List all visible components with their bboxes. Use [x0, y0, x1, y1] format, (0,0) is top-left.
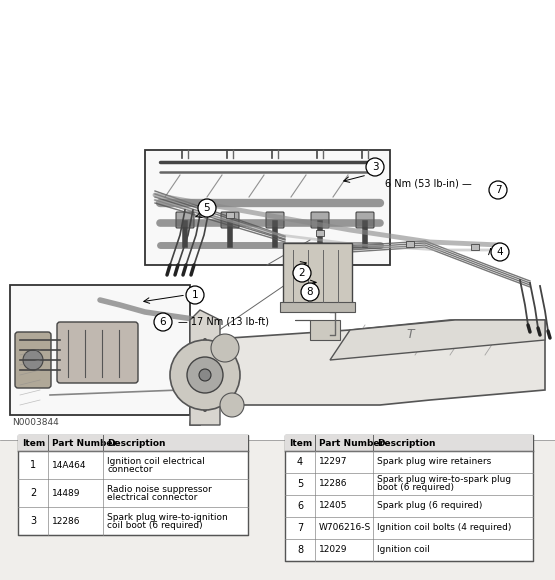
Text: 1: 1	[30, 460, 36, 470]
Text: Spark plug wire-to-spark plug: Spark plug wire-to-spark plug	[377, 476, 511, 484]
Bar	[145, 150, 390, 265]
Text: 6: 6	[297, 501, 303, 511]
Text: Item: Item	[289, 438, 312, 448]
Bar	[18, 435, 248, 535]
Bar	[18, 435, 248, 451]
Text: 12286: 12286	[52, 517, 80, 525]
Bar	[10, 285, 190, 415]
Text: 8: 8	[297, 545, 303, 555]
Text: 12297: 12297	[319, 458, 347, 466]
Text: 6: 6	[160, 317, 166, 327]
Text: N0003844: N0003844	[12, 418, 59, 427]
Text: 3: 3	[30, 516, 36, 526]
Text: 14489: 14489	[52, 488, 80, 498]
Bar	[280, 302, 355, 312]
Circle shape	[491, 243, 509, 261]
Circle shape	[198, 199, 216, 217]
Text: 7: 7	[297, 523, 303, 533]
Text: T: T	[406, 328, 414, 340]
Bar	[316, 230, 324, 236]
Text: Ignition coil electrical: Ignition coil electrical	[107, 456, 205, 466]
Circle shape	[154, 313, 172, 331]
Bar	[285, 435, 533, 451]
FancyBboxPatch shape	[176, 212, 194, 228]
Text: 2: 2	[299, 268, 305, 278]
FancyBboxPatch shape	[283, 243, 352, 307]
Bar	[471, 244, 479, 250]
Polygon shape	[190, 320, 545, 425]
Text: 4: 4	[497, 247, 503, 257]
Text: coil boot (6 required): coil boot (6 required)	[107, 520, 203, 530]
Bar	[406, 241, 414, 247]
FancyBboxPatch shape	[266, 212, 284, 228]
Text: 1: 1	[191, 290, 198, 300]
Text: — 17 Nm (13 lb-ft): — 17 Nm (13 lb-ft)	[178, 317, 269, 327]
Text: Spark plug wire retainers: Spark plug wire retainers	[377, 458, 491, 466]
Text: 2: 2	[30, 488, 36, 498]
FancyBboxPatch shape	[15, 332, 51, 388]
Text: Ignition coil: Ignition coil	[377, 546, 430, 554]
Text: 12286: 12286	[319, 480, 347, 488]
Text: 5: 5	[204, 203, 210, 213]
Text: Description: Description	[107, 438, 165, 448]
Circle shape	[186, 286, 204, 304]
Circle shape	[187, 357, 223, 393]
FancyBboxPatch shape	[311, 212, 329, 228]
Circle shape	[293, 264, 311, 282]
Circle shape	[199, 369, 211, 381]
Text: connector: connector	[107, 465, 153, 473]
Circle shape	[366, 158, 384, 176]
Bar	[0, 440, 555, 580]
Text: 14A464: 14A464	[52, 461, 87, 469]
Text: 12029: 12029	[319, 546, 347, 554]
Text: Item: Item	[22, 438, 46, 448]
Polygon shape	[295, 320, 340, 340]
FancyBboxPatch shape	[356, 212, 374, 228]
Text: Spark plug (6 required): Spark plug (6 required)	[377, 502, 482, 510]
Circle shape	[211, 334, 239, 362]
Polygon shape	[190, 310, 220, 425]
Circle shape	[23, 350, 43, 370]
Circle shape	[220, 393, 244, 417]
Text: Ignition coil bolts (4 required): Ignition coil bolts (4 required)	[377, 524, 511, 532]
Circle shape	[489, 181, 507, 199]
Text: 7: 7	[495, 185, 501, 195]
Text: 8: 8	[307, 287, 314, 297]
Text: Radio noise suppressor: Radio noise suppressor	[107, 484, 212, 494]
Circle shape	[301, 283, 319, 301]
Bar	[0, 0, 555, 440]
FancyBboxPatch shape	[57, 322, 138, 383]
Text: Spark plug wire-to-ignition: Spark plug wire-to-ignition	[107, 513, 228, 521]
Text: Description: Description	[377, 438, 436, 448]
Text: Part Number: Part Number	[52, 438, 117, 448]
Bar	[285, 435, 533, 561]
Text: 4: 4	[297, 457, 303, 467]
Text: 6 Nm (53 lb-in) —: 6 Nm (53 lb-in) —	[385, 179, 472, 189]
Text: boot (6 required): boot (6 required)	[377, 484, 454, 492]
Text: W706216-S: W706216-S	[319, 524, 371, 532]
Text: 3: 3	[372, 162, 379, 172]
Bar	[226, 212, 234, 218]
FancyBboxPatch shape	[221, 212, 239, 228]
Text: electrical connector: electrical connector	[107, 492, 198, 502]
Text: 12405: 12405	[319, 502, 347, 510]
Text: Part Number: Part Number	[319, 438, 384, 448]
Polygon shape	[330, 320, 545, 360]
Text: 5: 5	[297, 479, 303, 489]
Circle shape	[170, 340, 240, 410]
